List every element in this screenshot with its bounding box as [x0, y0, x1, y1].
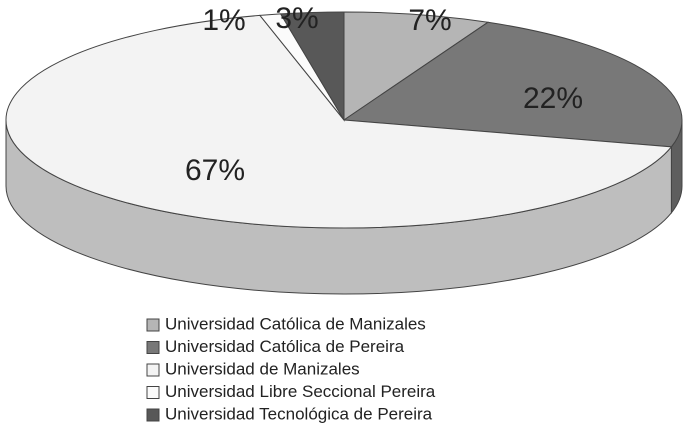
legend-swatch [146, 318, 160, 332]
legend-swatch [146, 386, 160, 399]
pie-slice [279, 11, 345, 122]
legend-swatch [146, 341, 160, 354]
value-label: 3% [275, 2, 318, 35]
value-label: 67% [185, 154, 245, 187]
legend-label: Universidad Tecnológica de Pereira [165, 404, 433, 423]
legend-label: Universidad Católica de Pereira [165, 337, 405, 356]
value-label: 1% [202, 4, 245, 37]
pie-slice [343, 11, 490, 121]
legend-label: Universidad Católica de Manizales [165, 314, 426, 333]
legend-swatch [146, 408, 160, 422]
legend-label: Universidad de Manizales [165, 359, 360, 378]
value-label: 7% [408, 4, 451, 37]
legend-label: Universidad Libre Seccional Pereira [165, 382, 436, 401]
pie-slice [5, 14, 673, 229]
value-label: 22% [523, 82, 583, 115]
pie-slice [342, 21, 683, 148]
legend-swatch [146, 363, 160, 377]
